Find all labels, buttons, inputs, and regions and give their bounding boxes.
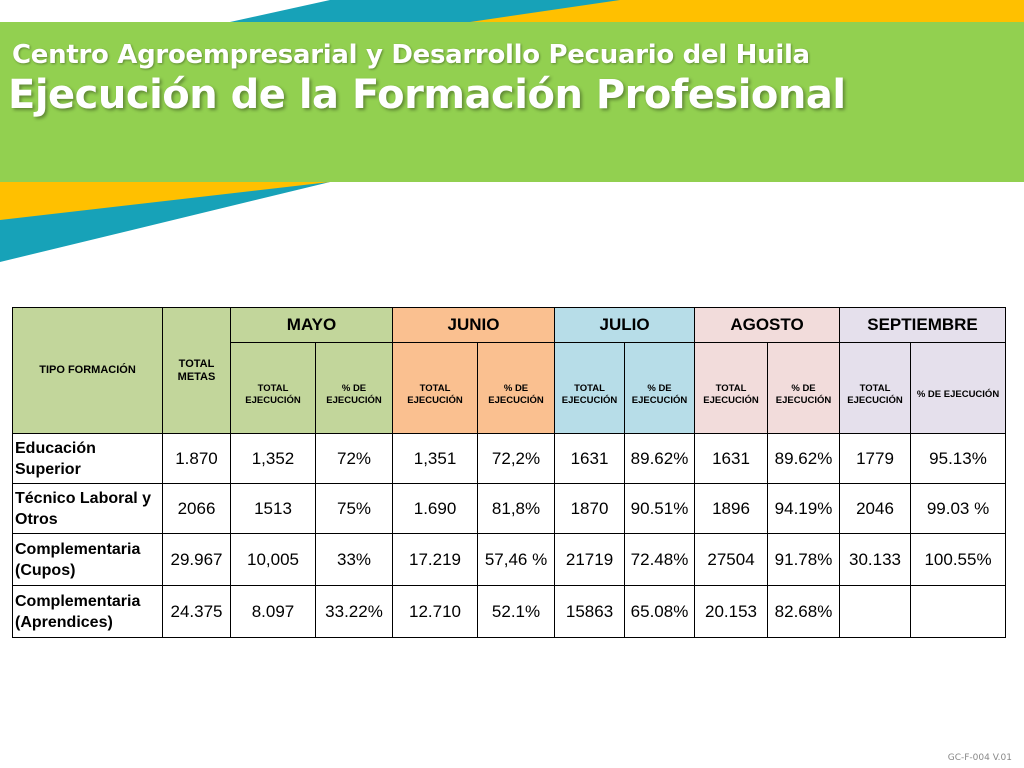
cell-value: 12.710	[392, 585, 479, 638]
cell-value: 89.62%	[624, 433, 696, 484]
header-month-junio: JUNIO	[392, 307, 556, 343]
execution-table: TIPO FORMACIÓN TOTAL METAS MAYO JUNIO JU…	[12, 307, 1007, 638]
cell-value: 81,8%	[477, 483, 556, 534]
row-label: Técnico Laboral y Otros	[12, 483, 163, 534]
cell-value: 95.13%	[910, 433, 1007, 484]
header-sub-total: TOTAL EJECUCIÓN	[694, 342, 769, 434]
header-month-septiembre: SEPTIEMBRE	[839, 307, 1007, 343]
header-sub-total: TOTAL EJECUCIÓN	[392, 342, 479, 434]
cell-value: 91.78%	[767, 533, 841, 586]
cell-value: 10,005	[230, 533, 316, 586]
table-row: Complementaria (Aprendices) 24.375 8.097…	[12, 585, 1007, 638]
cell-value: 65.08%	[624, 585, 696, 638]
cell-value: 8.097	[230, 585, 316, 638]
header-sub-pct: % DE EJECUCIÓN	[624, 342, 696, 434]
header-month-agosto: AGOSTO	[694, 307, 841, 343]
cell-value: 20.153	[694, 585, 769, 638]
header-sub-pct: % DE EJECUCIÓN	[314, 342, 394, 434]
row-label: Complementaria (Aprendices)	[12, 585, 163, 638]
table-header-row-sub: TOTAL EJECUCIÓN % DE EJECUCIÓN TOTAL EJE…	[13, 342, 1007, 434]
cell-value: 82.68%	[767, 585, 841, 638]
table-row: Complementaria (Cupos) 29.967 10,005 33%…	[12, 533, 1007, 586]
header-month-julio: JULIO	[554, 307, 696, 343]
cell-value: 72,2%	[477, 433, 556, 484]
cell-metas: 2066	[162, 483, 231, 534]
header-month-mayo: MAYO	[229, 307, 394, 343]
row-label: Educación Superior	[12, 433, 163, 484]
table-header-row-months: TIPO FORMACIÓN TOTAL METAS MAYO JUNIO JU…	[12, 307, 1007, 434]
cell-metas: 29.967	[162, 533, 231, 586]
header-sub-total: TOTAL EJECUCIÓN	[554, 342, 626, 434]
cell-value: 1513	[230, 483, 316, 534]
header-total-metas: TOTAL METAS	[162, 307, 231, 434]
cell-value: 94.19%	[767, 483, 841, 534]
cell-value: 72.48%	[624, 533, 696, 586]
cell-value: 1631	[694, 433, 769, 484]
cell-value: 15863	[554, 585, 626, 638]
cell-value: 90.51%	[624, 483, 696, 534]
cell-value: 1779	[839, 433, 912, 484]
cell-value: 1870	[554, 483, 626, 534]
cell-value	[839, 585, 912, 638]
row-label: Complementaria (Cupos)	[12, 533, 163, 586]
cell-value	[910, 585, 1007, 638]
cell-metas: 24.375	[162, 585, 231, 638]
banner-shapes	[0, 0, 1024, 262]
cell-value: 33.22%	[314, 585, 394, 638]
cell-value: 57,46 %	[477, 533, 556, 586]
cell-value: 1,351	[392, 433, 479, 484]
cell-value: 17.219	[392, 533, 479, 586]
cell-value: 1896	[694, 483, 769, 534]
document-code: GC-F-004 V.01	[947, 753, 1012, 763]
header-sub-total: TOTAL EJECUCIÓN	[839, 342, 912, 434]
page-title: Ejecución de la Formación Profesional	[8, 72, 846, 118]
cell-value: 33%	[314, 533, 394, 586]
header-sub-pct: % DE EJECUCIÓN	[767, 342, 841, 434]
cell-value: 2046	[839, 483, 912, 534]
header-sub-pct: % DE EJECUCIÓN	[910, 342, 1007, 434]
cell-value: 1.690	[392, 483, 479, 534]
cell-value: 89.62%	[767, 433, 841, 484]
cell-value: 99.03 %	[910, 483, 1007, 534]
header-tipo-formacion: TIPO FORMACIÓN	[12, 307, 163, 434]
table-row: Técnico Laboral y Otros 2066 1513 75% 1.…	[12, 483, 1007, 534]
cell-value: 72%	[314, 433, 394, 484]
cell-value: 75%	[314, 483, 394, 534]
cell-metas: 1.870	[162, 433, 231, 484]
organization-subtitle: Centro Agroempresarial y Desarrollo Pecu…	[12, 40, 810, 70]
cell-value: 27504	[694, 533, 769, 586]
header-sub-total: TOTAL EJECUCIÓN	[230, 342, 316, 434]
cell-value: 1631	[554, 433, 626, 484]
cell-value: 1,352	[230, 433, 316, 484]
header-banner	[0, 0, 1024, 270]
cell-value: 30.133	[839, 533, 912, 586]
cell-value: 100.55%	[910, 533, 1007, 586]
cell-value: 21719	[554, 533, 626, 586]
table-row: Educación Superior 1.870 1,352 72% 1,351…	[12, 433, 1007, 484]
cell-value: 52.1%	[477, 585, 556, 638]
header-sub-pct: % DE EJECUCIÓN	[477, 342, 556, 434]
